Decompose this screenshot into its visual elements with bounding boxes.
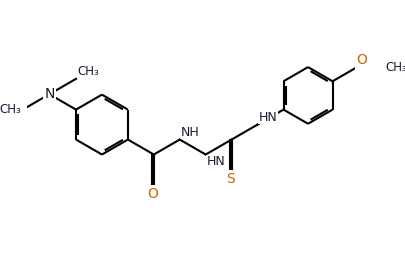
Text: CH₃: CH₃ [78, 65, 99, 78]
Text: CH₃: CH₃ [0, 103, 21, 116]
Text: HN: HN [258, 111, 277, 124]
Text: NH: NH [181, 126, 199, 139]
Text: S: S [226, 172, 235, 186]
Text: CH₃: CH₃ [385, 61, 405, 74]
Text: HN: HN [207, 155, 225, 168]
Text: O: O [147, 187, 158, 201]
Text: O: O [357, 53, 368, 67]
Text: N: N [44, 87, 55, 101]
